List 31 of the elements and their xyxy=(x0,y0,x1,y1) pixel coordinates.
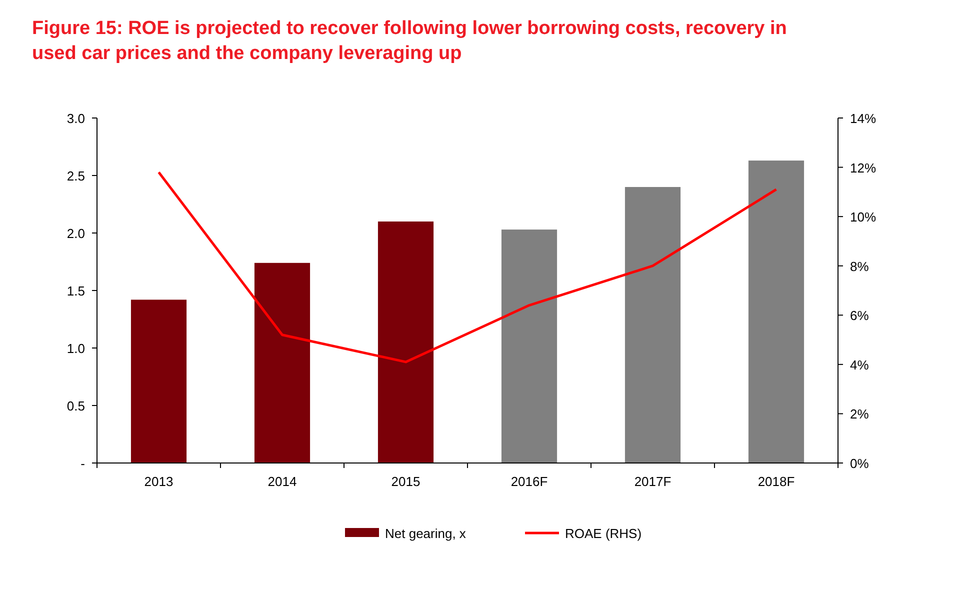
y2-tick-label: 10% xyxy=(850,210,876,225)
y2-tick-label: 14% xyxy=(850,111,876,126)
y-tick-label: 1.5 xyxy=(66,284,85,298)
bar xyxy=(378,222,434,463)
legend-label: Net gearing, x xyxy=(385,526,466,541)
line-series xyxy=(158,170,778,364)
y2-tick-label: 6% xyxy=(850,308,870,324)
y-tick-label: 1.0 xyxy=(66,341,85,356)
bar xyxy=(254,262,310,463)
y2-tick-label: 0% xyxy=(850,456,870,471)
bar xyxy=(624,187,681,463)
y-tick-label: 0.5 xyxy=(66,398,85,414)
y2-tick-label: 4% xyxy=(850,357,870,372)
y-tick-label: 2.5 xyxy=(66,168,85,184)
y2-tick-label: 2% xyxy=(850,406,870,422)
x-tick-label: 2016F xyxy=(510,474,548,489)
x-tick-label: 2017F xyxy=(634,474,672,489)
y-tick-label: - xyxy=(80,456,85,471)
x-tick-label: 2014 xyxy=(268,474,297,489)
x-tick-label: 2013 xyxy=(144,474,174,489)
y2-tick-label: 8% xyxy=(850,258,870,274)
x-tick-label: 2015 xyxy=(391,474,420,489)
bar xyxy=(501,230,558,463)
x-tick-label: 2018F xyxy=(758,474,795,489)
chart-title: Figure 15: ROE is projected to recover following lower borrowing costs, recovery in used car prices and the company leveraging up xyxy=(32,18,787,64)
bar xyxy=(130,300,187,463)
legend-label: ROAE (RHS) xyxy=(565,526,642,541)
y-tick-label: 2.0 xyxy=(66,226,85,241)
bar xyxy=(748,160,804,463)
y-tick-label: 3.0 xyxy=(66,111,85,126)
y2-tick-label: 12% xyxy=(850,160,876,176)
